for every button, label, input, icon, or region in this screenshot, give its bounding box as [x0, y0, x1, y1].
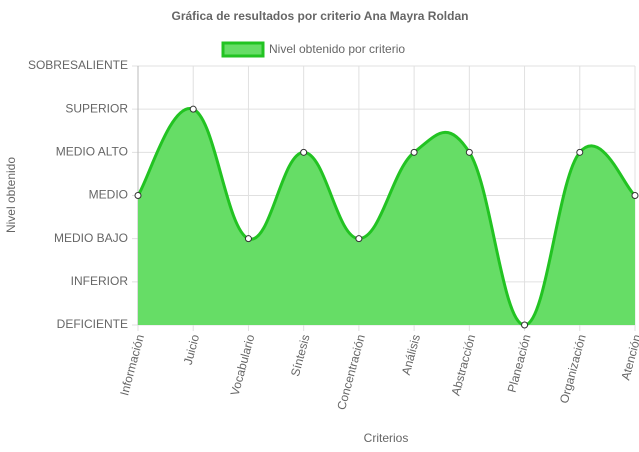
x-tick-label: Juicio — [181, 333, 203, 367]
point — [134, 192, 142, 199]
x-tick-label: Abstracción — [449, 333, 479, 397]
line — [136, 107, 637, 327]
point — [300, 148, 308, 156]
area — [138, 108, 635, 325]
point — [465, 148, 473, 156]
x-tick-label: Análisis — [399, 333, 423, 377]
y-tick-label: SOBRESALIENTE — [28, 58, 128, 72]
y-tick-label: INFERIOR — [71, 274, 129, 288]
point — [521, 321, 529, 329]
x-tick-label: Información — [117, 333, 147, 397]
point — [631, 192, 639, 199]
chart-title: Gráfica de resultados por criterio Ana M… — [172, 9, 469, 23]
x-tick-label: Vocabulario — [228, 333, 258, 398]
x-tick-label: Atención — [618, 333, 639, 382]
y-tick-label: MEDIO BAJO — [54, 231, 128, 245]
x-tick-label: Concentración — [334, 333, 368, 411]
legend-label: Nivel obtenido por criterio — [269, 42, 405, 56]
y-tick-label: MEDIO — [89, 188, 128, 202]
y-tick-label: MEDIO ALTO — [56, 145, 128, 159]
point — [244, 235, 252, 243]
legend-swatch — [221, 41, 265, 58]
point — [355, 235, 363, 243]
x-tick-label: Organización — [557, 333, 589, 405]
y-tick-label: DEFICIENTE — [57, 317, 128, 331]
x-axis-title: Criterios — [364, 431, 409, 445]
point — [410, 148, 418, 156]
x-tick-label: Planeación — [505, 333, 534, 394]
point — [189, 105, 197, 113]
point — [576, 148, 584, 156]
x-tick-label: Síntesis — [288, 333, 313, 378]
y-tick-label: SUPERIOR — [65, 101, 128, 115]
y-axis-title: Nivel obtenido — [4, 157, 18, 233]
